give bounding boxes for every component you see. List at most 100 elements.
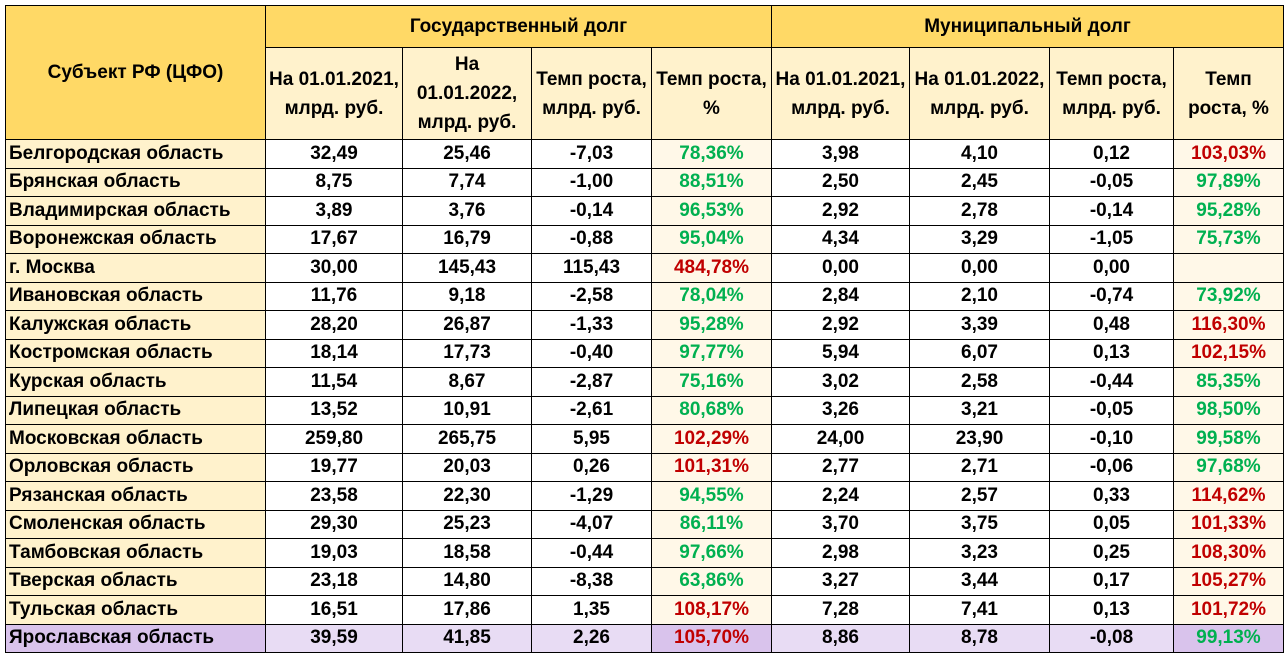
region-name: Ярославская область: [5, 623, 266, 653]
value-cell: -2,87: [531, 367, 652, 397]
value-cell: 3,44: [909, 566, 1050, 596]
growth-percent-cell: 97,68%: [1173, 452, 1284, 482]
region-name: Ивановская область: [5, 281, 266, 311]
region-name: Рязанская область: [5, 481, 266, 511]
header-subject: Субъект РФ (ЦФО): [5, 5, 266, 140]
value-cell: -0,08: [1049, 623, 1174, 653]
table-row: Курская область 11,54 8,67 -2,87 75,16% 3,02 2…: [5, 367, 1284, 397]
region-name: Тверская область: [5, 566, 266, 596]
value-cell: -0,40: [531, 338, 652, 368]
region-name: Брянская область: [5, 167, 266, 197]
value-cell: 3,98: [771, 139, 910, 169]
value-cell: -0,44: [1049, 367, 1174, 397]
table-row: Белгородская область 32,49 25,46 -7,03 78,36…: [5, 139, 1284, 169]
value-cell: 2,78: [909, 196, 1050, 226]
debt-table: Субъект РФ (ЦФО) Государственный долг Му…: [5, 5, 1284, 653]
value-cell: 0,17: [1049, 566, 1174, 596]
value-cell: 17,73: [402, 338, 532, 368]
header-col: Темп роста, млрд. руб.: [531, 47, 652, 140]
region-name: Курская область: [5, 367, 266, 397]
value-cell: 7,74: [402, 167, 532, 197]
header-col: Темп роста, млрд. руб.: [1049, 47, 1174, 140]
value-cell: 25,23: [402, 509, 532, 539]
region-name: Владимирская область: [5, 196, 266, 226]
value-cell: -2,61: [531, 395, 652, 425]
value-cell: 14,80: [402, 566, 532, 596]
region-name: Московская область: [5, 424, 266, 454]
value-cell: 9,18: [402, 281, 532, 311]
growth-percent-cell: 101,33%: [1173, 509, 1284, 539]
value-cell: -0,05: [1049, 395, 1174, 425]
table-row: Тамбовская область 19,03 18,58 -0,44 97,66% 2…: [5, 538, 1284, 568]
table-row: Тверская область 23,18 14,80 -8,38 63,86% 3,2…: [5, 566, 1284, 596]
value-cell: -1,00: [531, 167, 652, 197]
growth-percent-cell: 96,53%: [651, 196, 772, 226]
value-cell: 2,45: [909, 167, 1050, 197]
value-cell: 0,26: [531, 452, 652, 482]
growth-percent-cell: 102,15%: [1173, 338, 1284, 368]
table-row: Владимирская область 3,89 3,76 -0,14 96,53% 2…: [5, 196, 1284, 226]
value-cell: 30,00: [265, 253, 403, 283]
value-cell: 3,27: [771, 566, 910, 596]
value-cell: 39,59: [265, 623, 403, 653]
growth-percent-cell: 105,70%: [651, 623, 772, 653]
region-name: Орловская область: [5, 452, 266, 482]
region-name: Липецкая область: [5, 395, 266, 425]
value-cell: 3,02: [771, 367, 910, 397]
value-cell: 0,12: [1049, 139, 1174, 169]
value-cell: 1,35: [531, 595, 652, 625]
growth-percent-cell: 78,04%: [651, 281, 772, 311]
value-cell: 0,00: [771, 253, 910, 283]
value-cell: 2,10: [909, 281, 1050, 311]
growth-percent-cell: 101,31%: [651, 452, 772, 482]
growth-percent-cell: 97,77%: [651, 338, 772, 368]
value-cell: 0,33: [1049, 481, 1174, 511]
growth-percent-cell: 108,17%: [651, 595, 772, 625]
header-state-debt: Государственный долг: [265, 5, 772, 48]
value-cell: 7,28: [771, 595, 910, 625]
growth-percent-cell: 95,28%: [1173, 196, 1284, 226]
growth-percent-cell: 114,62%: [1173, 481, 1284, 511]
value-cell: 11,76: [265, 281, 403, 311]
value-cell: 24,00: [771, 424, 910, 454]
value-cell: 5,94: [771, 338, 910, 368]
growth-percent-cell: 98,50%: [1173, 395, 1284, 425]
growth-percent-cell: 484,78%: [651, 253, 772, 283]
value-cell: 2,92: [771, 196, 910, 226]
value-cell: -0,44: [531, 538, 652, 568]
value-cell: 259,80: [265, 424, 403, 454]
value-cell: 0,05: [1049, 509, 1174, 539]
table-row: Воронежская область 17,67 16,79 -0,88 95,04%…: [5, 224, 1284, 254]
value-cell: 2,84: [771, 281, 910, 311]
region-name: г. Москва: [5, 253, 266, 283]
table-row: Тульская область 16,51 17,86 1,35 108,17% 7,2…: [5, 595, 1284, 625]
value-cell: 17,67: [265, 224, 403, 254]
value-cell: -0,88: [531, 224, 652, 254]
header-col: На 01.01.2022, млрд. руб.: [402, 47, 532, 140]
value-cell: 8,86: [771, 623, 910, 653]
growth-percent-cell: 94,55%: [651, 481, 772, 511]
value-cell: 23,90: [909, 424, 1050, 454]
table-row: Липецкая область 13,52 10,91 -2,61 80,68% 3,2…: [5, 395, 1284, 425]
value-cell: 13,52: [265, 395, 403, 425]
value-cell: 17,86: [402, 595, 532, 625]
value-cell: -0,10: [1049, 424, 1174, 454]
value-cell: -1,33: [531, 310, 652, 340]
region-name: Костромская область: [5, 338, 266, 368]
value-cell: -8,38: [531, 566, 652, 596]
growth-percent-cell: 108,30%: [1173, 538, 1284, 568]
value-cell: 7,41: [909, 595, 1050, 625]
value-cell: 10,91: [402, 395, 532, 425]
value-cell: -4,07: [531, 509, 652, 539]
table-row: Ярославская область 39,59 41,85 2,26 105,70%…: [5, 623, 1284, 653]
value-cell: 19,03: [265, 538, 403, 568]
growth-percent-cell: 103,03%: [1173, 139, 1284, 169]
value-cell: -0,14: [1049, 196, 1174, 226]
value-cell: 41,85: [402, 623, 532, 653]
table-row: Орловская область 19,77 20,03 0,26 101,31% 2,…: [5, 452, 1284, 482]
header-col: На 01.01.2021, млрд. руб.: [265, 47, 403, 140]
growth-percent-cell: 99,58%: [1173, 424, 1284, 454]
value-cell: 2,50: [771, 167, 910, 197]
header-col: На 01.01.2022, млрд. руб.: [909, 47, 1050, 140]
header-col: На 01.01.2021, млрд. руб.: [771, 47, 910, 140]
